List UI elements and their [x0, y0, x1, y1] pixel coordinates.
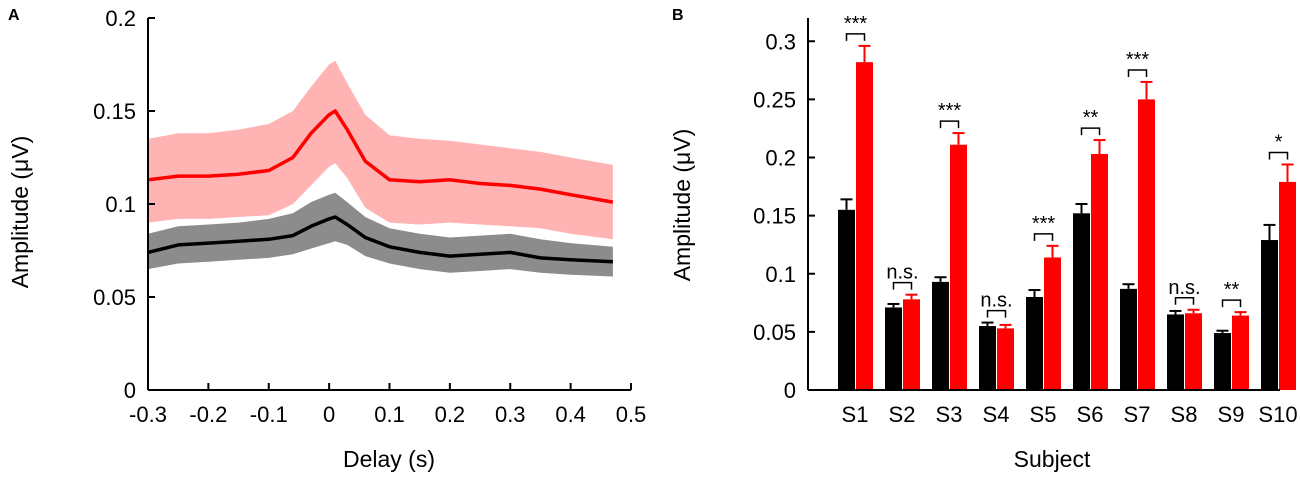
x-tick-label: -0.3 — [129, 402, 167, 427]
line-black — [147, 215, 613, 264]
bar-red-S2 — [903, 299, 920, 390]
significance-bracket — [1174, 297, 1195, 305]
y-tick-label: 0.2 — [105, 6, 136, 31]
x-tick-label: 0.2 — [435, 402, 466, 427]
x-tick-label: 0 — [323, 402, 335, 427]
significance-label: *** — [1126, 49, 1150, 71]
y-tick-label: 0.3 — [765, 29, 796, 54]
bar-black-S3 — [932, 281, 949, 390]
significance-bracket — [1033, 233, 1054, 241]
line-red — [147, 109, 614, 204]
bar-black-S6 — [1073, 213, 1090, 390]
significance-label: * — [1275, 131, 1283, 153]
y-tick-label: 0.1 — [765, 262, 796, 287]
bar-red-S9 — [1232, 315, 1249, 390]
panel-a-x-axis-label: Delay (s) — [343, 446, 435, 472]
x-tick-label: 0.4 — [555, 402, 586, 427]
y-tick-label: 0 — [124, 378, 136, 403]
panel-a-label: A — [8, 7, 20, 24]
panel-b-y-axis-label: Amplitude (μV) — [669, 129, 695, 282]
x-tick-label: -0.2 — [189, 402, 227, 427]
bar-red-S5 — [1044, 257, 1061, 390]
x-tick-label: S10 — [1258, 402, 1297, 427]
x-tick-label: S7 — [1124, 402, 1151, 427]
panel-a-chart: 0 0.05 0.1 0.15 0.2 -0.3 -0.2 -0.1 0 0.1 0.2 0.3 0.… — [7, 6, 646, 472]
y-tick-label: 0.2 — [765, 146, 796, 171]
bar-black-S5 — [1026, 297, 1043, 390]
bar-red-S10 — [1279, 181, 1296, 390]
bar-black-S10 — [1261, 240, 1278, 390]
y-tick-label: 0.05 — [753, 320, 796, 345]
panel-b-chart: ***n.s.***n.s.********n.s. *** 00.050.10.… — [669, 13, 1298, 472]
y-tick-label: 0 — [784, 378, 796, 403]
bar-black-S8 — [1167, 314, 1184, 390]
significance-bracket — [1080, 127, 1101, 136]
significance-label: *** — [938, 100, 962, 122]
significance-label: n.s. — [980, 290, 1012, 312]
significance-bracket — [986, 309, 1007, 318]
x-tick-label: S9 — [1218, 402, 1245, 427]
band-red — [148, 60, 613, 240]
x-tick-label: S3 — [936, 402, 963, 427]
bar-black-S1 — [838, 209, 855, 390]
x-tick-label: S1 — [842, 402, 869, 427]
x-tick-label: -0.1 — [250, 402, 288, 427]
x-tick-label: S6 — [1077, 402, 1104, 427]
bar-black-S7 — [1120, 288, 1137, 390]
significance-label: ** — [1083, 107, 1099, 129]
significance-label: n.s. — [886, 262, 918, 284]
x-tick-label: 0.1 — [374, 402, 405, 427]
y-tick-label: 0.15 — [753, 204, 796, 229]
y-tick-label: 0.05 — [93, 285, 136, 310]
x-tick-label: 0.5 — [616, 402, 647, 427]
x-tick-label: S5 — [1030, 402, 1057, 427]
bar-black-S9 — [1214, 333, 1231, 390]
y-tick-label: 0.15 — [93, 99, 136, 124]
panel-a-y-axis-label: Amplitude (μV) — [7, 136, 33, 289]
significance-label: *** — [1032, 213, 1056, 235]
bar-red-S1 — [856, 62, 873, 391]
bar-red-S4 — [997, 328, 1014, 390]
y-tick-label: 0.1 — [105, 192, 136, 217]
bar-red-S8 — [1185, 313, 1202, 390]
significance-label: n.s. — [1168, 277, 1200, 299]
significance-label: ** — [1224, 279, 1240, 301]
x-tick-label: S8 — [1171, 402, 1198, 427]
panel-b-x-axis-label: Subject — [1014, 446, 1091, 472]
panel-b-label: B — [672, 7, 684, 24]
bar-red-S7 — [1138, 99, 1155, 390]
band-black — [148, 192, 613, 277]
x-tick-label: 0.3 — [495, 402, 526, 427]
bar-red-S3 — [950, 144, 967, 390]
significance-bracket — [939, 120, 960, 129]
significance-bracket — [1127, 69, 1148, 77]
y-tick-label: 0.25 — [753, 87, 796, 112]
bar-black-S2 — [885, 307, 902, 390]
significance-bracket — [845, 33, 866, 41]
bar-black-S4 — [979, 326, 996, 390]
significance-bracket — [1221, 299, 1242, 308]
bar-red-S6 — [1091, 154, 1108, 390]
significance-bracket — [892, 281, 913, 290]
x-tick-label: S4 — [983, 402, 1010, 427]
x-tick-label: S2 — [889, 402, 916, 427]
significance-label: *** — [844, 13, 868, 35]
significance-bracket — [1268, 151, 1289, 160]
